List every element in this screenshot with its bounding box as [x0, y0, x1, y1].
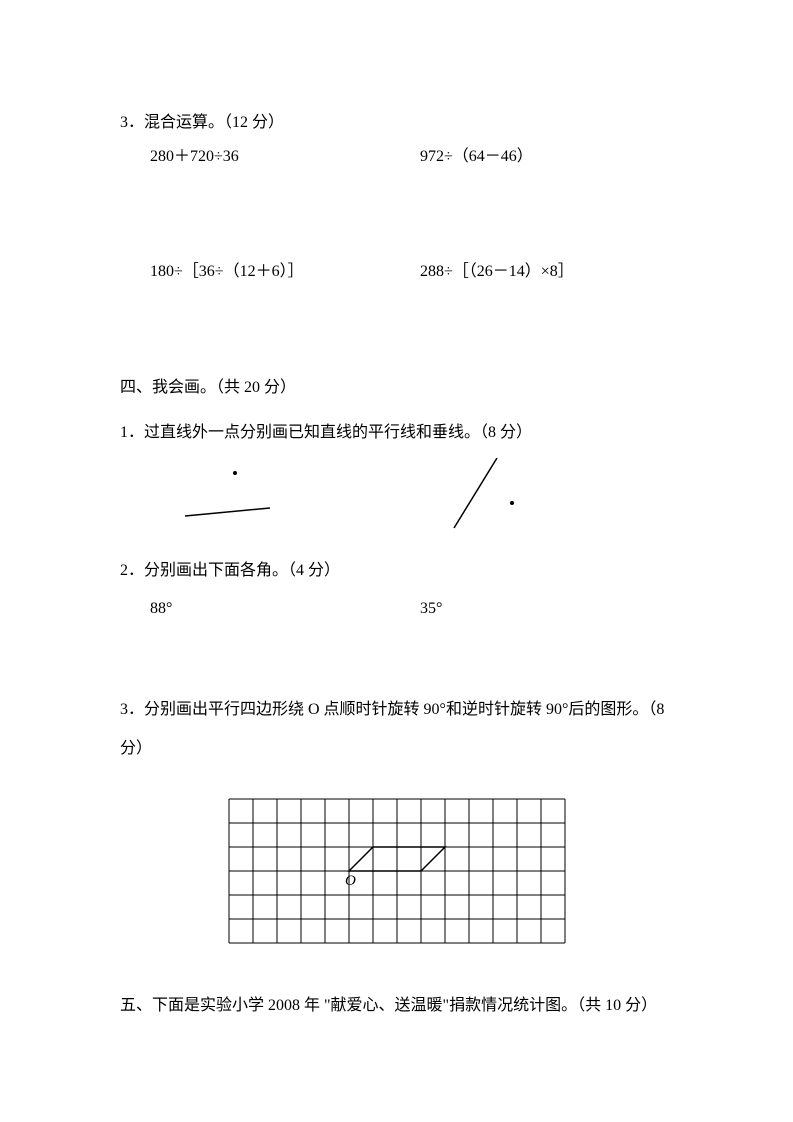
- angle-1: 88°: [150, 596, 420, 622]
- q3-expr-row-1: 280＋720÷36 972÷（64－46）: [120, 144, 673, 170]
- q3-title: 3．混合运算。（12 分）: [120, 110, 673, 136]
- expr-1-2: 972÷（64－46）: [420, 144, 690, 170]
- sec4-q1-text: 1．过直线外一点分别画已知直线的平行线和垂线。（8 分）: [120, 420, 673, 446]
- expr-1-1: 280＋720÷36: [150, 144, 420, 170]
- grid-container: O: [120, 798, 673, 953]
- sec4-q2-text: 2．分别画出下面各角。（4 分）: [120, 558, 673, 584]
- sec5-heading: 五、下面是实验小学 2008 年 "献爱心、送温暖"捐款情况统计图。（共 10 …: [120, 993, 673, 1019]
- sec4-heading: 四、我会画。（共 20 分）: [120, 375, 673, 401]
- diagram-group-1: [150, 458, 412, 538]
- sec4-q1-diagram-row: [120, 458, 673, 538]
- diagram-1-svg: [150, 458, 310, 538]
- angle-2: 35°: [420, 596, 690, 622]
- q3-expr-row-2: 180÷［36÷（12＋6）］ 288÷［（26－14）×8］: [120, 259, 673, 285]
- sec4-q2-angles: 88° 35°: [120, 596, 673, 622]
- expr-2-1: 180÷［36÷（12＋6）］: [150, 259, 420, 285]
- grid-svg: O: [228, 798, 566, 944]
- diagram-group-2: [412, 458, 674, 538]
- diagram-2-svg: [412, 458, 572, 538]
- expr-2-2: 288÷［（26－14）×8］: [420, 259, 690, 285]
- svg-text:O: O: [345, 873, 356, 889]
- sec4-q3-text: 3．分别画出平行四边形绕 O 点顺时针旋转 90°和逆时针旋转 90°后的图形。…: [120, 691, 673, 768]
